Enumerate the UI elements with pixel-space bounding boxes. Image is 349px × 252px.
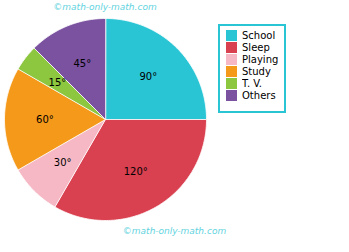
html-text:Sleep: Sleep (242, 42, 270, 53)
svg-text:30°: 30° (54, 157, 72, 168)
html-text:©math-only-math.com: ©math-only-math.com (53, 2, 157, 12)
html-text:T. V.: T. V. (242, 78, 262, 89)
html-text:©math-only-math.com: ©math-only-math.com (122, 226, 227, 236)
html-text:Study: Study (242, 66, 271, 77)
svg-text:60°: 60° (36, 114, 54, 125)
svg-text:45°: 45° (73, 58, 91, 69)
html-text:Others: Others (242, 90, 276, 101)
html-text:Playing: Playing (242, 54, 279, 65)
html-text:School: School (242, 30, 276, 41)
svg-text:90°: 90° (139, 71, 157, 82)
svg-text:15°: 15° (49, 77, 67, 88)
svg-text:120°: 120° (124, 166, 148, 177)
